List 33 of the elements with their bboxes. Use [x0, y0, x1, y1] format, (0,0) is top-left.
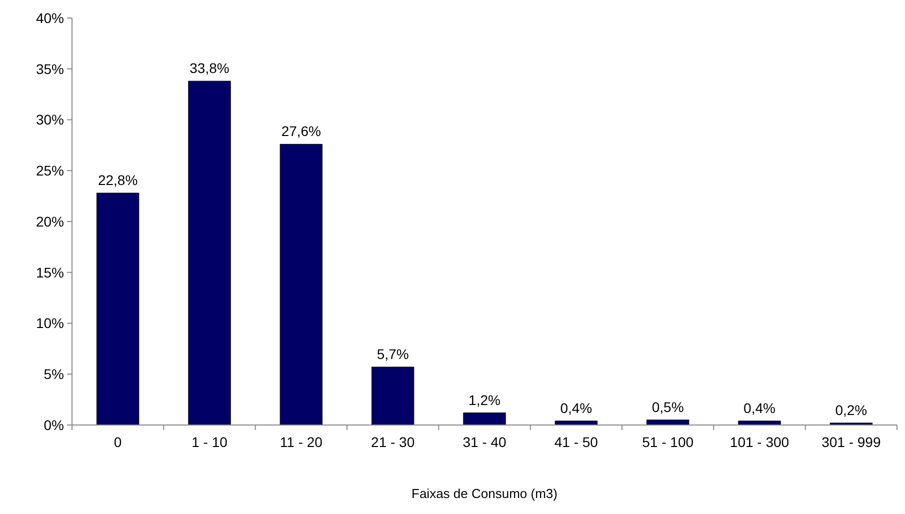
- x-tick-label: 0: [114, 434, 122, 450]
- y-tick-label: 20%: [36, 213, 64, 230]
- data-label: 0,2%: [835, 402, 868, 418]
- y-tick-label: 30%: [36, 112, 64, 128]
- x-axis-title: Faixas de Consumo (m3): [412, 486, 558, 501]
- data-label: 22,8%: [98, 172, 138, 188]
- x-tick-label: 1 - 10: [192, 434, 228, 450]
- x-tick-label: 301 - 999: [822, 434, 881, 450]
- data-label: 1,2%: [468, 392, 500, 408]
- y-tick-label: 5%: [44, 366, 64, 382]
- bar: [188, 80, 231, 426]
- bar: [463, 412, 506, 426]
- x-tick-label: 51 - 100: [642, 434, 694, 450]
- bar: [280, 144, 322, 426]
- y-tick-label: 0%: [44, 416, 64, 433]
- data-label: 27,6%: [281, 123, 322, 140]
- y-tick-label: 35%: [36, 60, 64, 77]
- x-tick-label: 41 - 50: [554, 434, 598, 450]
- y-tick-label: 10%: [36, 315, 64, 332]
- bar: [372, 366, 414, 426]
- bar: [96, 192, 140, 426]
- x-tick-label: 101 - 300: [730, 434, 790, 450]
- data-label: 0,4%: [744, 400, 776, 416]
- data-label: 5,7%: [376, 346, 409, 362]
- x-tick-label: 21 - 30: [371, 434, 415, 450]
- data-label: 0,5%: [652, 398, 684, 415]
- y-tick-label: 40%: [36, 10, 64, 26]
- data-label: 33,8%: [190, 60, 230, 76]
- x-tick-label: 11 - 20: [280, 434, 323, 450]
- data-label: 0,4%: [560, 400, 592, 416]
- y-tick-label: 15%: [36, 264, 64, 280]
- x-tick-label: 31 - 40: [462, 434, 507, 450]
- y-tick-label: 25%: [36, 162, 64, 179]
